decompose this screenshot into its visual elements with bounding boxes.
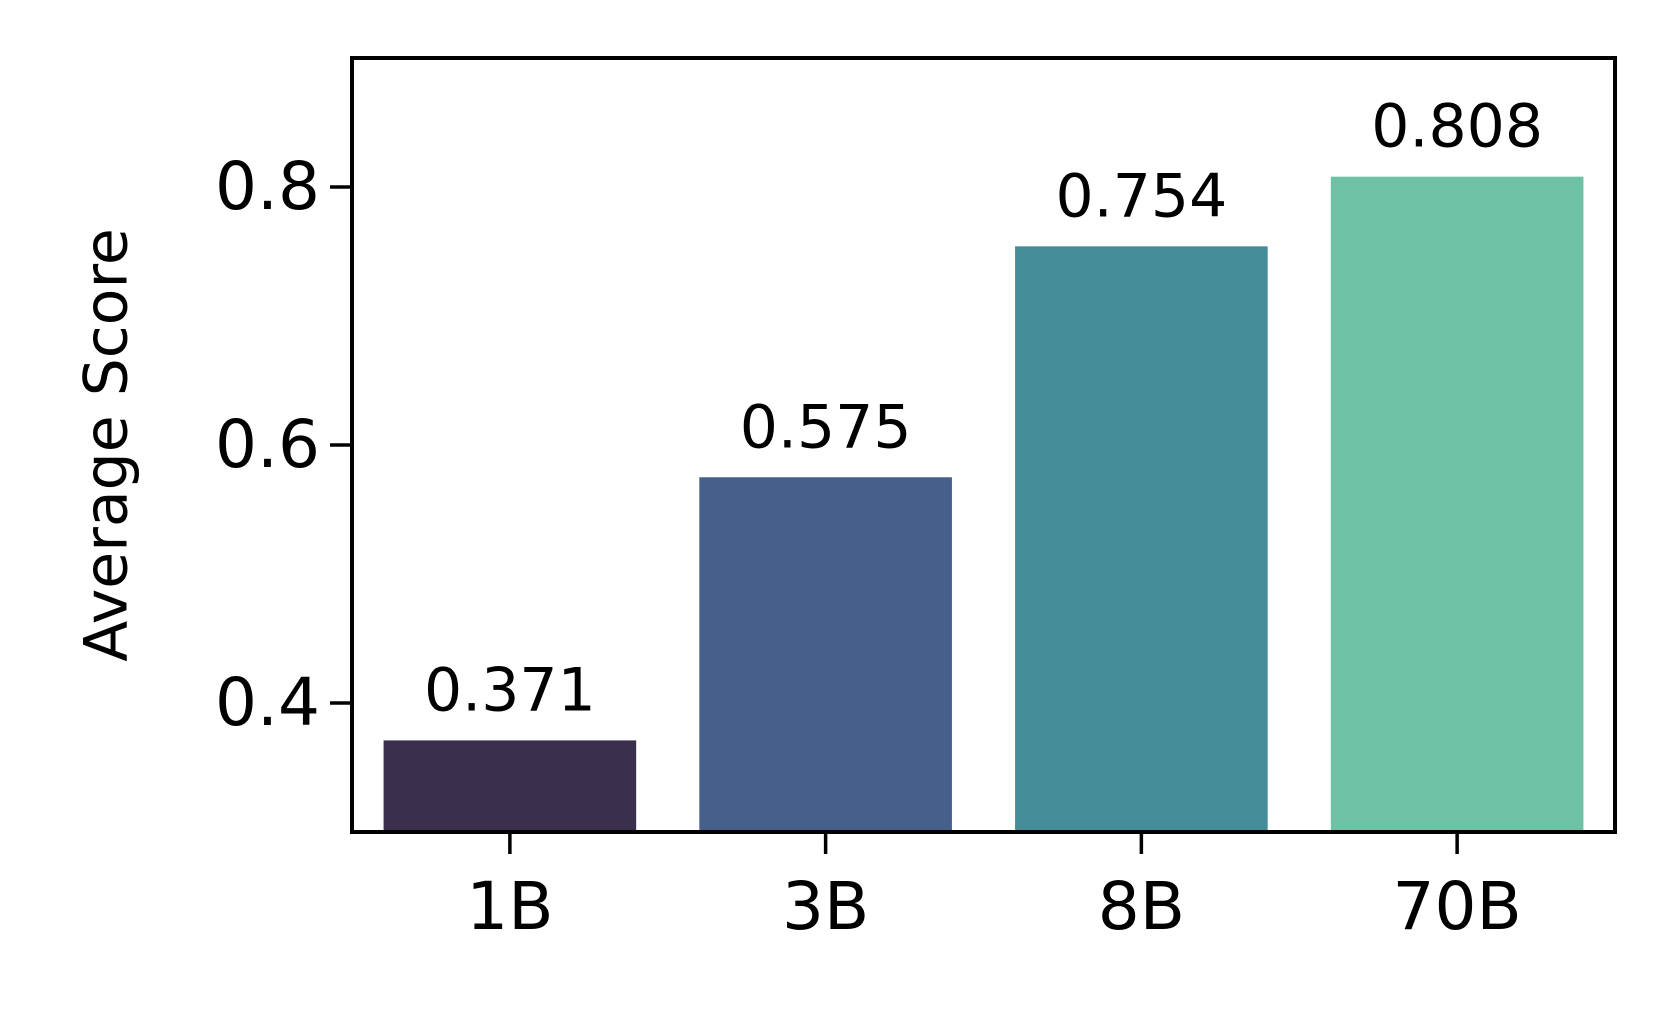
bar <box>1015 246 1268 833</box>
value-label: 0.754 <box>1055 161 1227 231</box>
x-tick-label: 70B <box>1392 868 1521 945</box>
y-tick-label: 0.6 <box>215 406 320 483</box>
bar <box>383 740 637 832</box>
value-label: 0.575 <box>740 392 912 462</box>
y-tick-label: 0.4 <box>215 664 320 741</box>
plot-frame <box>350 56 1617 834</box>
y-tick-label: 0.8 <box>215 148 320 225</box>
x-tick-label: 3B <box>782 868 869 945</box>
value-label: 0.371 <box>424 655 596 725</box>
value-label: 0.808 <box>1371 92 1543 162</box>
x-tick-label: 1B <box>466 868 553 945</box>
y-axis-label: Average Score <box>72 228 142 662</box>
x-tick-label: 8B <box>1098 868 1185 945</box>
bar <box>699 477 952 832</box>
bar <box>1330 176 1584 832</box>
